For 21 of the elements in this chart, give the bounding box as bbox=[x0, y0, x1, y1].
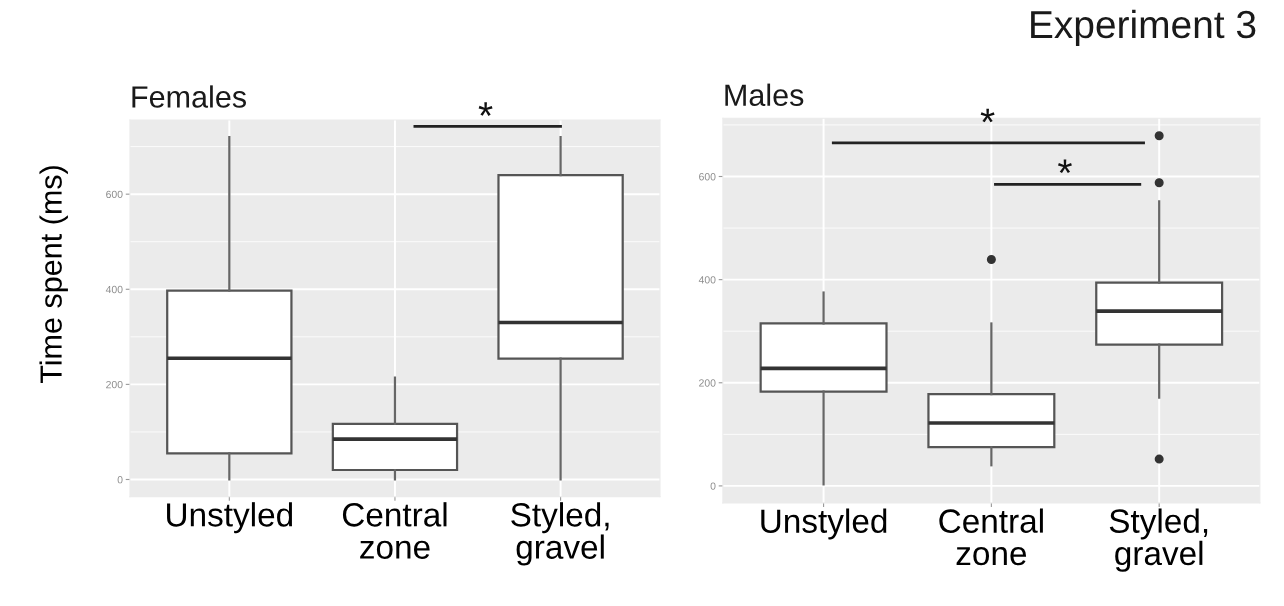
y-tick-label: 200 bbox=[106, 380, 123, 389]
x-tick-label: Styled, gravel bbox=[511, 502, 609, 566]
y-tick-label: 200 bbox=[699, 379, 716, 387]
annotation: * bbox=[1058, 159, 1072, 174]
chart-title: Females bbox=[132, 85, 246, 108]
y-tick-label: 400 bbox=[698, 276, 716, 284]
text: * bbox=[478, 102, 493, 116]
x-tick-label: Unstyled bbox=[761, 508, 887, 540]
y-tick-label: 0 bbox=[710, 482, 716, 490]
x-tick-label: Central zone bbox=[939, 508, 1043, 566]
x-tick-label: Styled, gravel bbox=[1109, 508, 1208, 572]
x-tick-label: Unstyled bbox=[167, 502, 293, 534]
y-tick-label: 600 bbox=[106, 190, 123, 199]
x-tick-label: Central zone bbox=[342, 502, 447, 559]
y-tick-label: 600 bbox=[699, 173, 716, 181]
y-tick-label: 400 bbox=[105, 285, 123, 294]
chart-title: Males bbox=[725, 83, 804, 107]
annotation: * bbox=[980, 108, 995, 123]
text: Experiment 3 bbox=[1031, 9, 1256, 46]
y-tick-label: 0 bbox=[117, 476, 123, 484]
y-axis-title: Time spent (ms) bbox=[39, 166, 68, 384]
